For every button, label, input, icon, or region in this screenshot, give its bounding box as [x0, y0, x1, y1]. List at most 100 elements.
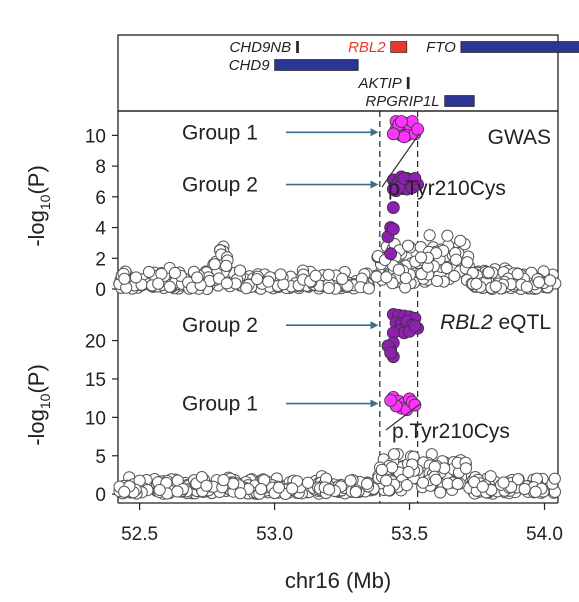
background-point	[532, 276, 546, 289]
background-point	[251, 272, 264, 286]
y-tick-label: 0	[95, 485, 106, 506]
group1-point	[395, 115, 408, 128]
gene-track: CHD9NBRBL2FTOCHD9IRX3AKTIPRPGRIP1L	[229, 39, 579, 110]
gene-rpgrip1l-body	[444, 95, 475, 107]
background-point	[489, 280, 502, 293]
background-point	[440, 261, 453, 275]
group-arrow-head	[370, 399, 379, 408]
x-tick-label: 53.0	[256, 524, 293, 545]
y-tick-label: 8	[95, 157, 106, 178]
lead-variant-label: p.Tyr210Cys	[392, 420, 510, 443]
eqtl-panel-label-rest: eQTL	[493, 311, 551, 334]
y-tick-label: 10	[85, 408, 106, 429]
background-point	[434, 486, 447, 499]
background-point	[454, 234, 467, 247]
background-point	[322, 268, 335, 282]
gene-rpgrip1l-label: RPGRIP1L	[365, 93, 439, 110]
background-point	[416, 476, 430, 489]
background-point	[349, 485, 362, 499]
gene-chd9-body	[274, 59, 359, 71]
background-point	[217, 474, 230, 487]
background-point	[220, 259, 233, 273]
background-point	[240, 282, 253, 295]
y-tick-label: 0	[95, 280, 106, 301]
group1-label: Group 1	[182, 121, 258, 144]
background-point	[272, 481, 286, 494]
gene-fto-label: FTO	[426, 39, 456, 56]
group1-label: Group 1	[182, 393, 258, 416]
group2-point	[386, 201, 400, 214]
group1-point	[411, 122, 425, 136]
background-point	[220, 277, 233, 290]
group2-point	[386, 222, 400, 236]
background-point	[543, 274, 557, 287]
background-point	[322, 483, 336, 496]
y-tick-label: 2	[95, 249, 106, 270]
background-point	[385, 461, 399, 474]
group2-point	[408, 319, 422, 333]
background-point	[191, 271, 204, 284]
background-point	[200, 479, 213, 492]
background-point	[461, 256, 474, 269]
eqtl-panel-label: RBL2 eQTL	[440, 311, 551, 334]
background-point	[309, 269, 322, 282]
background-point	[129, 271, 143, 284]
y-tick-label: 10	[85, 126, 106, 147]
background-point	[380, 271, 393, 284]
background-point	[392, 263, 405, 276]
group2-point	[384, 247, 398, 261]
background-point	[511, 473, 525, 486]
group2-point	[384, 346, 398, 360]
background-point	[301, 476, 315, 489]
group2-point	[386, 182, 400, 196]
gene-chd9-label: CHD9	[229, 57, 270, 74]
background-point	[401, 239, 415, 252]
eqtl-panel-label-gene: RBL2	[440, 311, 493, 334]
background-point	[168, 266, 182, 280]
group-arrow-head	[370, 321, 379, 330]
y-tick-label: 20	[85, 332, 106, 353]
background-point	[274, 268, 287, 281]
x-tick-label: 54.0	[526, 524, 563, 545]
background-point	[470, 277, 483, 290]
background-point	[254, 482, 268, 496]
background-point	[375, 463, 388, 477]
y-tick-label: 5	[95, 447, 106, 468]
background-point	[548, 472, 561, 485]
gene-rbl2-label: RBL2	[348, 39, 386, 56]
x-axis: 52.5 53.0 53.5 54.0	[121, 503, 563, 545]
gene-fto-body	[460, 41, 579, 53]
background-point	[234, 487, 247, 500]
background-point	[171, 485, 184, 498]
lead-variant-label: p.Tyr210Cys	[388, 177, 506, 200]
background-point	[163, 280, 176, 293]
x-tick-label: 52.5	[121, 524, 158, 545]
background-point	[449, 253, 463, 266]
lead-variant-leader-line	[385, 402, 421, 431]
gene-aktip-body	[406, 77, 410, 89]
background-point	[322, 281, 335, 295]
background-point	[414, 251, 428, 264]
background-point	[336, 272, 349, 285]
background-point	[511, 267, 524, 281]
background-point	[142, 265, 156, 279]
background-point	[497, 476, 510, 489]
background-point	[152, 277, 165, 290]
background-point	[286, 482, 299, 495]
gene-rbl2-body	[390, 41, 408, 53]
background-point	[451, 477, 464, 491]
background-point	[484, 470, 497, 483]
gene-chd9nb-body	[296, 41, 299, 53]
group2-label: Group 2	[182, 174, 258, 197]
dashed-lines	[379, 111, 419, 503]
background-point	[400, 479, 413, 492]
gwas-y-axis-title: -log10(P)	[24, 165, 53, 247]
background-point	[482, 266, 495, 279]
eqtl-panel: 0 5 10 15 20 Group 2 Group 1 p.Tyr210Cys	[85, 308, 562, 506]
background-point	[380, 474, 393, 487]
background-point	[476, 480, 489, 493]
gwas-panel-label: GWAS	[488, 126, 551, 149]
background-point	[518, 482, 531, 496]
background-point	[529, 485, 542, 498]
